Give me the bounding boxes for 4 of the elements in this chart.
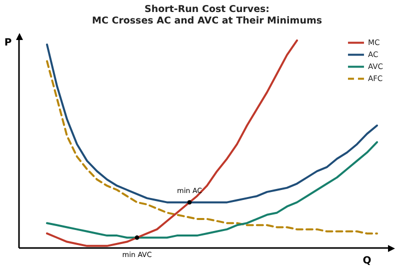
x-axis-title: Q <box>362 256 372 267</box>
y-axis-title: P <box>4 37 12 48</box>
chart-subtitle: MC Crosses AC and AVC at Their Minimums <box>92 16 322 27</box>
chart-title: Short-Run Cost Curves: <box>144 4 270 16</box>
